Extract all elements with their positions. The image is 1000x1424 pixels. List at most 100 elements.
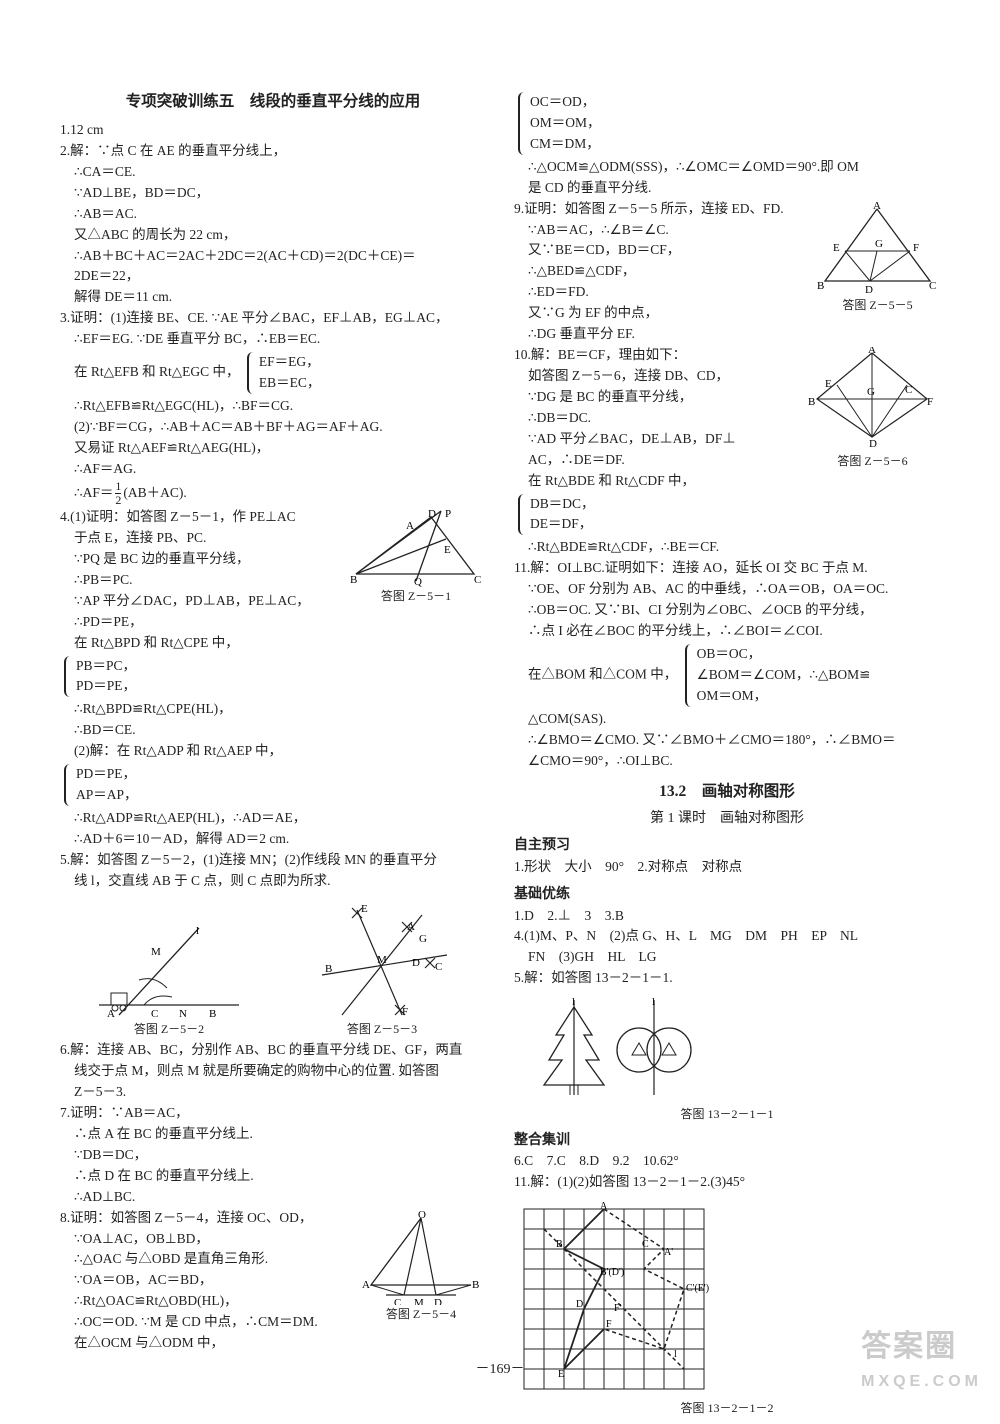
q11-d-wrap: 在△BOM 和△COM 中， OB＝OC， ∠BOM＝∠COM，∴△BOM≌ O… xyxy=(514,642,940,709)
svg-text:F: F xyxy=(606,1319,612,1330)
q7-c: ∴点 D 在 BC 的垂直平分线上. xyxy=(60,1166,486,1187)
svg-text:B'(D'): B'(D') xyxy=(600,1267,624,1278)
fig-z-5-5: A E G F B D C 答图 Z－5－5 xyxy=(815,201,940,315)
svg-text:B: B xyxy=(472,1279,479,1291)
svg-text:D: D xyxy=(576,1299,583,1310)
q10-g: ∴Rt△BDE≌Rt△CDF，∴BE＝CF. xyxy=(514,537,940,558)
q4-e: ∴PD＝PE， xyxy=(60,612,486,633)
q4-h: ∴BD＝CE. xyxy=(60,720,486,741)
q5-a: 线 l，交直线 AB 于 C 点，则 C 点即为所求. xyxy=(60,871,486,892)
q9-f: ∴DG 垂直平分 EF. xyxy=(514,324,940,345)
q3-g: ∴AF＝ xyxy=(74,484,113,499)
jc-d: 5.解：如答图 13－2－1－1. xyxy=(514,968,940,989)
q10-brace: DB＝DC， DE＝DF， xyxy=(518,494,595,536)
q2-d: 又△ABC 的周长为 22 cm， xyxy=(60,225,486,246)
svg-text:D: D xyxy=(869,438,877,450)
svg-text:A: A xyxy=(873,201,881,212)
q3-d: (2)∵BF＝CG，∴AB＋AC＝AB＋BF＋AG＝AF＋AG. xyxy=(60,417,486,438)
svg-text:A: A xyxy=(868,347,876,356)
q8-b2: OM＝OM， xyxy=(530,113,601,134)
q7-p: 7.证明：∵AB＝AC， xyxy=(60,1103,486,1124)
svg-text:C: C xyxy=(435,961,442,973)
svg-text:E: E xyxy=(825,378,832,390)
svg-text:E: E xyxy=(833,242,840,254)
jc-a: 1.D 2.⊥ 3 3.B xyxy=(514,906,940,927)
construction-icon: M l A C N B xyxy=(89,920,249,1020)
q6-a: 线交于点 M，则点 M 就是所要确定的购物中心的位置. 如答图 xyxy=(60,1061,486,1082)
q2-f: 2DE＝22， xyxy=(60,266,486,287)
svg-text:N: N xyxy=(179,1008,187,1020)
q11-b: ∴OB＝OC. 又∵BI、CI 分别为∠OBC、∠OCB 的平分线， xyxy=(514,600,940,621)
q4-g: ∴Rt△BPD≌Rt△CPE(HL)， xyxy=(60,699,486,720)
q10-f2: DE＝DF， xyxy=(530,514,595,535)
q7-d: ∴AD⊥BC. xyxy=(60,1187,486,1208)
fig-13-2-1-1: l l 答图 13－2－1－1 xyxy=(514,995,940,1124)
q8-b1: OC＝OD， xyxy=(530,92,601,113)
lesson-1-subtitle: 第 1 课时 画轴对称图形 xyxy=(514,808,940,830)
fig-z-5-4: O A B C M D 答图 Z－5－4 xyxy=(356,1210,486,1324)
triangle-icon: D P A E B Q C xyxy=(346,509,486,587)
q2-b: ∵AD⊥BE，BD＝DC， xyxy=(60,183,486,204)
triangle-icon: O A B C M D xyxy=(356,1210,486,1305)
svg-text:M: M xyxy=(414,1297,424,1305)
page-number: －169－ xyxy=(476,1359,525,1381)
q4-i: (2)解：在 Rt△ADP 和 Rt△AEP 中， xyxy=(60,741,486,762)
svg-text:A: A xyxy=(362,1279,370,1291)
q4-f2: PD＝PE， xyxy=(76,676,136,697)
q2-c: ∴AB＝AC. xyxy=(60,204,486,225)
q2-e: ∴AB＋BC＋AC＝2AC＋2DC＝2(AC＋CD)＝2(DC＋CE)＝ xyxy=(60,246,486,267)
q10-f: 在 Rt△BDE 和 Rt△CDF 中， xyxy=(514,471,940,492)
q8-f: 在△OCM 与△ODM 中， xyxy=(60,1333,486,1354)
svg-text:C: C xyxy=(474,574,481,586)
svg-text:l: l xyxy=(196,925,199,937)
q11-d2: ∠BOM＝∠COM，∴△BOM≌ xyxy=(697,665,871,686)
q3-c: ∴Rt△EFB≌Rt△EGC(HL)，∴BF＝CG. xyxy=(60,396,486,417)
q6-p: 6.解：连接 AB、BC，分别作 AB、BC 的垂直平分线 DE、GF，两直 xyxy=(60,1040,486,1061)
fig-z-5-5-cap: 答图 Z－5－5 xyxy=(815,296,940,315)
q3-g2: (AB＋AC). xyxy=(123,484,186,499)
q3-b1: EF＝EG， xyxy=(259,352,321,373)
svg-text:Q: Q xyxy=(414,576,422,587)
svg-text:B: B xyxy=(817,280,824,292)
q11-a: ∵OE、OF 分别为 AB、AC 的中垂线，∴OA＝OB，OA＝OC. xyxy=(514,579,940,600)
q3-e: 又易证 Rt△AEF≌Rt△AEG(HL)， xyxy=(60,438,486,459)
q4-i1: PD＝PE， xyxy=(76,764,138,785)
q11-brace: OB＝OC， ∠BOM＝∠COM，∴△BOM≌ OM＝OM， xyxy=(685,644,871,707)
q11-g: ∠CMO＝90°，∴OI⊥BC. xyxy=(514,751,940,772)
svg-text:B: B xyxy=(556,1239,563,1250)
q8b-b: 是 CD 的垂直平分线. xyxy=(514,178,940,199)
watermark-bottom: MXQE.COM xyxy=(861,1370,982,1395)
q11-e: △COM(SAS). xyxy=(514,709,940,730)
zh-b: 11.解：(1)(2)如答图 13－2－1－2.(3)45° xyxy=(514,1172,940,1193)
svg-text:C: C xyxy=(642,1239,649,1250)
svg-text:G: G xyxy=(419,933,427,945)
jc-b: 4.(1)M、P、N (2)点 G、H、L MG DM PH EP NL xyxy=(514,926,940,947)
triangle-icon: A E G C B F D xyxy=(805,347,940,452)
q11-d1: OB＝OC， xyxy=(697,644,871,665)
q11-d3: OM＝OM， xyxy=(697,686,871,707)
q11-f: ∴∠BMO＝∠CMO. 又∵∠BMO＋∠CMO＝180°，∴∠BMO＝ xyxy=(514,730,940,751)
svg-text:D: D xyxy=(865,284,873,296)
svg-text:F': F' xyxy=(614,1303,622,1314)
svg-text:C: C xyxy=(905,384,912,396)
fig-z-5-4-cap: 答图 Z－5－4 xyxy=(356,1305,486,1324)
q3-brace: EF＝EG， EB＝EC， xyxy=(247,352,321,394)
svg-text:B: B xyxy=(808,396,815,408)
svg-text:E: E xyxy=(444,544,451,556)
svg-text:A: A xyxy=(600,1201,608,1212)
fig-13-2-1-1-cap: 答图 13－2－1－1 xyxy=(514,1105,940,1124)
svg-text:C: C xyxy=(151,1008,158,1020)
page-columns: 专项突破训练五 线段的垂直平分线的应用 1.12 cm 2.解：∵点 C 在 A… xyxy=(60,90,940,1424)
q7-a: ∴点 A 在 BC 的垂直平分线上. xyxy=(60,1124,486,1145)
svg-text:l: l xyxy=(674,1349,677,1360)
fig-z-5-2: M l A C N B 答图 Z－5－2 xyxy=(89,920,249,1039)
q4-f1: PB＝PC， xyxy=(76,656,136,677)
watermark-top: 答案圈 xyxy=(861,1330,957,1363)
svg-text:l: l xyxy=(652,996,655,1008)
fig-z-5-3: E A G B M D C F 答图 Z－5－3 xyxy=(307,900,457,1039)
q10-f1: DB＝DC， xyxy=(530,494,595,515)
q4-i2: AP＝AP， xyxy=(76,785,138,806)
svg-text:E: E xyxy=(558,1369,564,1380)
q8b-a: ∴△OCM≌△ODM(SSS)，∴∠OMC＝∠OMD＝90°.即 OM xyxy=(514,157,940,178)
svg-text:A: A xyxy=(107,1008,115,1020)
